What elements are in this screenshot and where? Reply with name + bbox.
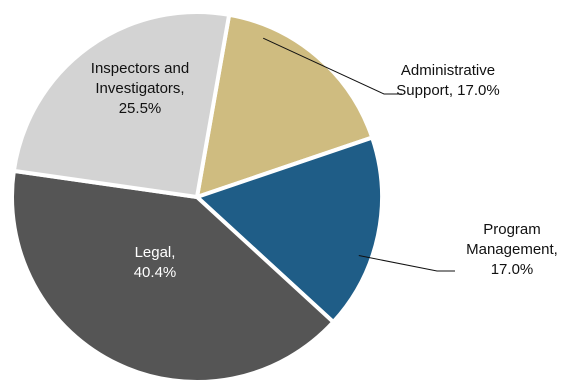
- slice-label: Legal, 40.4%: [134, 244, 177, 281]
- leader-line: [262, 37, 402, 95]
- slice-label: Inspectors and Investigators, 25.5%: [91, 60, 189, 117]
- slice-label: Administrative Support, 17.0%: [396, 62, 499, 99]
- slice-label-line: 25.5%: [119, 100, 162, 117]
- pie-slice: [11, 10, 232, 199]
- slice-label-line: Investigators,: [95, 80, 184, 97]
- slice-label-line: 17.0%: [491, 261, 534, 278]
- slice-label-line: Administrative: [401, 62, 495, 79]
- slice-label-line: Management,: [466, 241, 558, 258]
- slice-label-line: Program: [483, 221, 541, 238]
- slice-labels-layer: Administrative Support, 17.0% Program Manag…: [91, 60, 558, 281]
- slice-label-line: Support, 17.0%: [396, 82, 499, 99]
- leader-line: [358, 255, 455, 272]
- slice-label-line: 40.4%: [134, 264, 177, 281]
- leader-lines-layer: [262, 37, 455, 272]
- slice-label: Program Management, 17.0%: [466, 221, 558, 278]
- slices-layer: [10, 10, 384, 384]
- pie-slice: [10, 168, 336, 384]
- slice-label-line: Legal,: [135, 244, 176, 261]
- slice-label-line: Inspectors and: [91, 60, 189, 77]
- pie-slice: [195, 135, 384, 325]
